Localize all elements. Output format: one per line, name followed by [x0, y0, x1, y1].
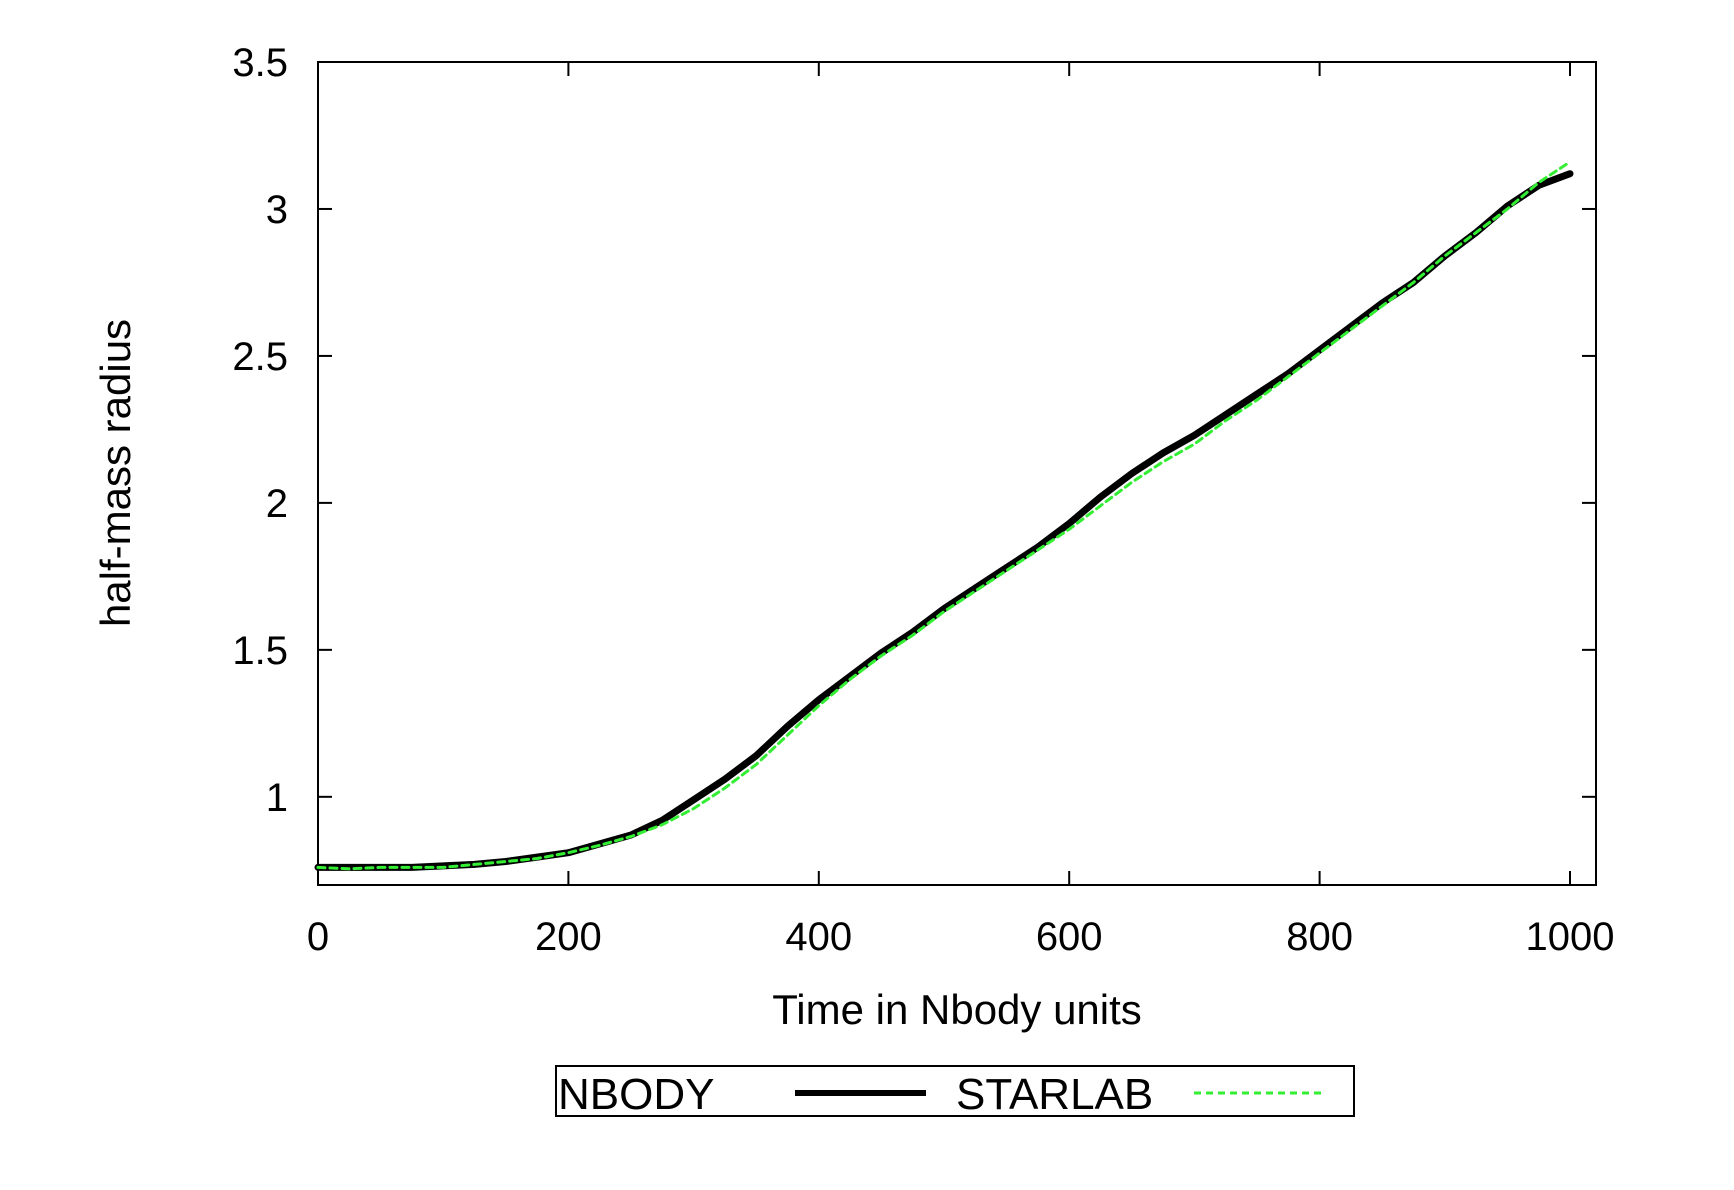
legend-label-starlab: STARLAB — [956, 1070, 1153, 1119]
axis-tick-labels: 0 200 400 600 800 1000 1 1.5 2 2.5 3 3.5 — [232, 41, 1614, 959]
legend-box — [555, 1065, 1355, 1117]
legend: NBODY STARLAB — [555, 1065, 1355, 1119]
axis-ticks — [317, 61, 1596, 885]
y-tick-label: 3 — [266, 188, 288, 232]
y-tick-label: 2.5 — [232, 335, 288, 379]
y-tick-label: 3.5 — [232, 41, 288, 85]
x-tick-label: 0 — [307, 915, 329, 959]
series-line-nbody — [314, 170, 1574, 871]
x-tick-label: 800 — [1286, 915, 1353, 959]
x-tick-label: 200 — [535, 915, 602, 959]
x-tick-label: 600 — [1036, 915, 1103, 959]
x-tick-label: 1000 — [1526, 915, 1615, 959]
x-axis-title: Time in Nbody units — [772, 986, 1142, 1033]
series-layer — [314, 160, 1574, 871]
x-tick-label: 400 — [785, 915, 852, 959]
y-tick-label: 1 — [266, 776, 288, 820]
plot-frame — [317, 61, 1597, 886]
y-tick-label: 2 — [266, 482, 288, 526]
y-axis-title: half-mass radius — [92, 319, 139, 627]
legend-label-nbody: NBODY — [558, 1070, 714, 1119]
series-line-starlab — [316, 160, 1572, 871]
y-tick-label: 1.5 — [232, 629, 288, 673]
